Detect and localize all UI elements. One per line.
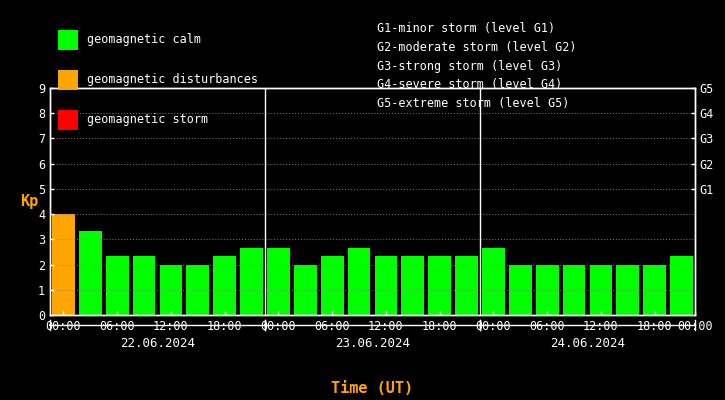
Bar	[240, 248, 263, 315]
Text: G5-extreme storm (level G5): G5-extreme storm (level G5)	[377, 97, 569, 110]
Bar	[482, 248, 505, 315]
Bar	[133, 256, 155, 315]
Text: geomagnetic storm: geomagnetic storm	[87, 114, 208, 126]
Bar	[643, 264, 666, 315]
Text: geomagnetic calm: geomagnetic calm	[87, 34, 201, 46]
Text: G1-minor storm (level G1): G1-minor storm (level G1)	[377, 22, 555, 35]
Bar	[160, 264, 183, 315]
Text: Time (UT): Time (UT)	[331, 381, 413, 396]
Text: G4-severe storm (level G4): G4-severe storm (level G4)	[377, 78, 563, 92]
Bar	[589, 264, 613, 315]
Bar	[267, 248, 290, 315]
Bar	[563, 264, 586, 315]
Bar	[294, 264, 317, 315]
Bar	[320, 256, 344, 315]
Bar	[616, 264, 639, 315]
Bar	[348, 248, 370, 315]
Text: geomagnetic disturbances: geomagnetic disturbances	[87, 74, 258, 86]
Text: 22.06.2024: 22.06.2024	[120, 337, 195, 350]
Bar	[52, 214, 75, 315]
Bar	[509, 264, 531, 315]
Bar	[375, 256, 397, 315]
Bar	[213, 256, 236, 315]
Bar	[106, 256, 128, 315]
Text: 24.06.2024: 24.06.2024	[550, 337, 625, 350]
Bar	[536, 264, 558, 315]
Bar	[428, 256, 451, 315]
Bar	[670, 256, 693, 315]
Bar	[186, 264, 210, 315]
Text: G3-strong storm (level G3): G3-strong storm (level G3)	[377, 60, 563, 73]
Bar	[402, 256, 424, 315]
Text: 23.06.2024: 23.06.2024	[335, 337, 410, 350]
Y-axis label: Kp: Kp	[20, 194, 39, 209]
Text: G2-moderate storm (level G2): G2-moderate storm (level G2)	[377, 41, 576, 54]
Bar	[79, 231, 102, 315]
Bar	[455, 256, 478, 315]
